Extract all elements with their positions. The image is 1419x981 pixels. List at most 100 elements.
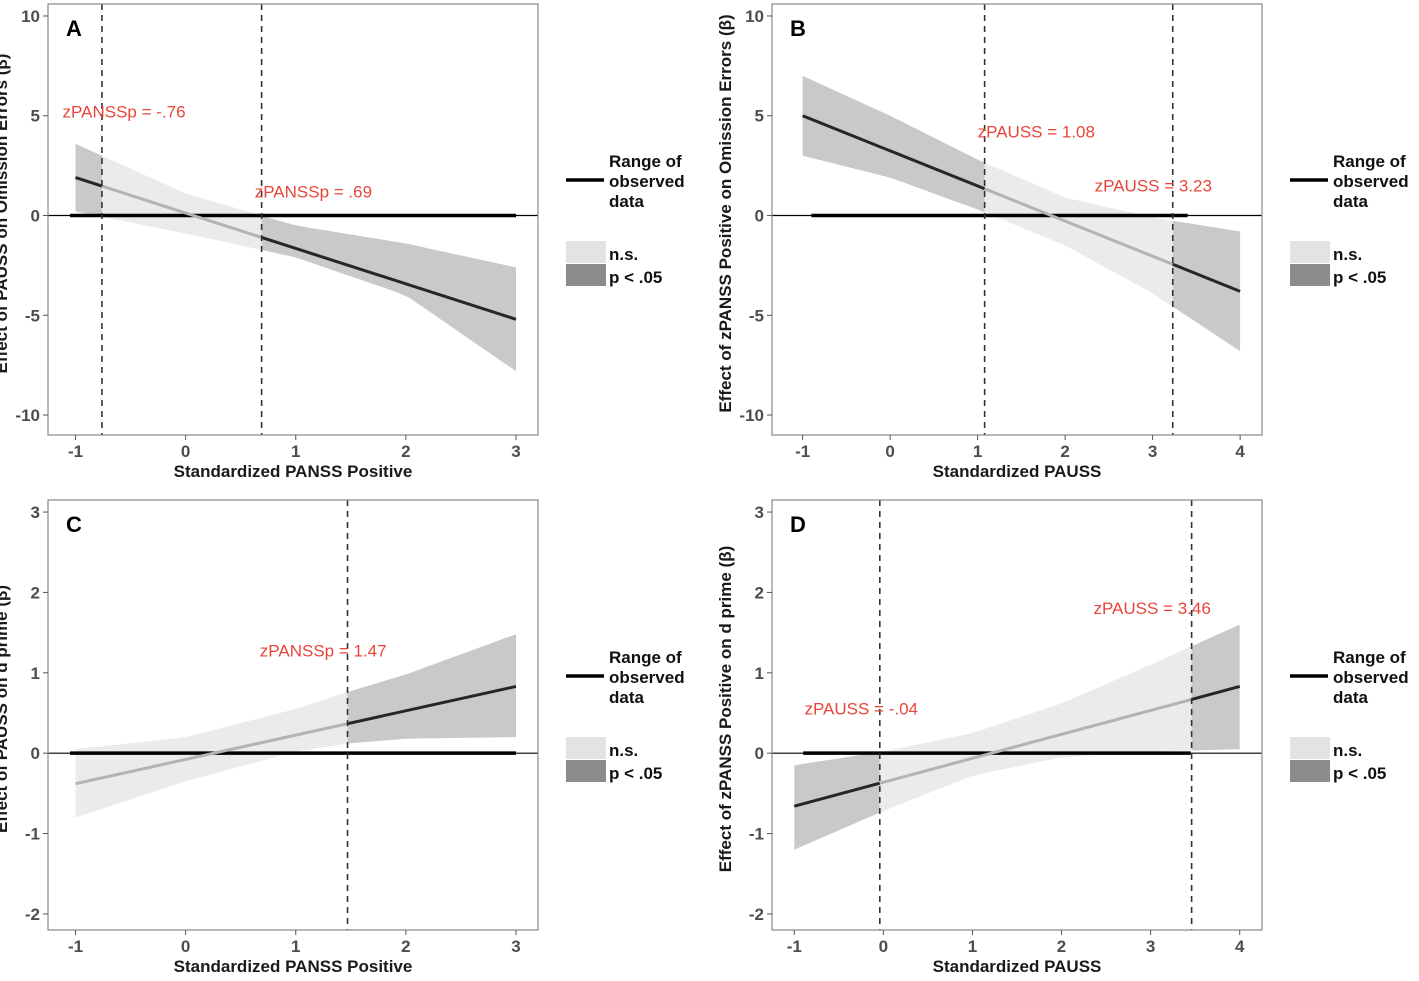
panel-letter: C	[66, 512, 82, 537]
legend-ns-label: n.s.	[609, 741, 638, 760]
panel-d: -1 0 1 2 3 4 -2 -1 0 1 2 3 Standardized PAUSS Effect …	[716, 499, 1263, 976]
y-tick-label: 1	[31, 664, 40, 683]
x-tick-label: 1	[291, 937, 300, 956]
y-tick-label: 5	[755, 107, 764, 126]
legend-sig-label: p < .05	[1333, 268, 1386, 287]
ns-band-1	[102, 155, 262, 250]
x-tick-label: 3	[511, 442, 520, 461]
y-tick-label: -10	[15, 406, 40, 425]
y-tick-label: 0	[755, 207, 764, 226]
y-tick-label: -2	[25, 905, 40, 924]
legend-range-label: Range of	[609, 648, 682, 667]
legend-ns-swatch	[1290, 241, 1330, 263]
legend-ns-swatch	[566, 241, 606, 263]
ns-line-1	[101, 184, 263, 239]
x-tick-label: 3	[1146, 937, 1155, 956]
significant-band-2	[261, 215, 516, 372]
plot-border	[771, 3, 1263, 436]
y-tick-label: 2	[755, 583, 764, 602]
y-axis-label: Effect of PAUSS on Omission Errors (β)	[0, 54, 11, 374]
significant-band-2	[1172, 220, 1241, 352]
legend-range-label: Range of	[609, 152, 682, 171]
ns-line-1	[984, 187, 1174, 266]
significant-line-2	[261, 236, 517, 321]
legend-range-label: observed	[609, 668, 685, 687]
y-tick-label: 3	[755, 503, 764, 522]
significant-line-2	[1191, 685, 1241, 701]
y-tick-label: -2	[749, 905, 764, 924]
y-tick-label: -10	[739, 406, 764, 425]
ns-band-1	[879, 646, 1192, 813]
legend-sig-swatch	[566, 264, 606, 286]
y-axis-label: Effect of zPANSS Positive on d prime (β)	[716, 546, 735, 873]
legend-sig-label: p < .05	[1333, 764, 1386, 783]
legend-sig-label: p < .05	[609, 268, 662, 287]
y-axis-label: Effect of zPANSS Positive on Omission Er…	[716, 14, 735, 412]
x-tick-label: 3	[511, 937, 520, 956]
panel-c: -1 0 1 2 3 -2 -1 0 1 2 3 Standardized PANSS Positiv…	[0, 499, 539, 976]
jn-annotation-1: zPAUSS = 3.23	[1095, 177, 1212, 196]
plot-border	[771, 499, 1263, 931]
y-tick-label: 5	[31, 107, 40, 126]
legend-range-label: observed	[609, 172, 685, 191]
y-tick-label: -1	[749, 825, 764, 844]
significant-line-2	[1172, 262, 1241, 293]
legend-ns-swatch	[1290, 737, 1330, 759]
x-tick-label: 1	[973, 442, 982, 461]
x-tick-label: 2	[1057, 937, 1066, 956]
y-tick-label: 2	[31, 583, 40, 602]
legend-sig-swatch	[566, 760, 606, 782]
ns-line-0	[75, 722, 348, 786]
x-tick-label: 0	[181, 937, 190, 956]
jn-annotation-0: zPAUSS = 1.08	[978, 123, 1095, 142]
y-tick-label: -5	[25, 306, 40, 325]
significant-band-0	[794, 752, 880, 850]
x-tick-label: 2	[401, 937, 410, 956]
x-tick-label: 2	[1060, 442, 1069, 461]
legend-range-label: observed	[1333, 668, 1409, 687]
legend-range-label: data	[609, 192, 645, 211]
y-tick-label: 0	[755, 744, 764, 763]
legend-range-label: data	[1333, 192, 1369, 211]
x-axis-label: Standardized PAUSS	[933, 462, 1102, 481]
x-tick-label: -1	[795, 442, 810, 461]
legend-range-label: data	[609, 688, 645, 707]
x-tick-label: -1	[787, 937, 802, 956]
x-tick-label: 3	[1148, 442, 1157, 461]
significant-line-0	[75, 176, 103, 188]
legend-ns-swatch	[566, 737, 606, 759]
x-tick-label: 0	[885, 442, 894, 461]
significant-line-0	[793, 781, 881, 808]
y-tick-label: 0	[31, 744, 40, 763]
panel-letter: D	[790, 512, 806, 537]
legend-range-label: data	[1333, 688, 1369, 707]
x-tick-label: 4	[1235, 442, 1245, 461]
x-tick-label: -1	[68, 442, 83, 461]
y-axis-label: Effect of PAUSS on d prime (β)	[0, 585, 11, 833]
x-tick-label: 2	[401, 442, 410, 461]
legend-sig-swatch	[1290, 264, 1330, 286]
legend-range-label: Range of	[1333, 152, 1406, 171]
significant-band-0	[802, 75, 985, 213]
significant-line-1	[347, 685, 517, 726]
significant-band-2	[1191, 624, 1240, 751]
legend-sig-label: p < .05	[609, 764, 662, 783]
significant-line-0	[802, 114, 986, 191]
x-tick-label: 1	[291, 442, 300, 461]
legend-ns-label: n.s.	[1333, 245, 1362, 264]
y-tick-label: -1	[25, 825, 40, 844]
legend-ns-label: n.s.	[1333, 741, 1362, 760]
plot-border	[47, 3, 539, 436]
legend-ns-label: n.s.	[609, 245, 638, 264]
x-tick-label: -1	[68, 937, 83, 956]
ns-line-1	[879, 697, 1193, 785]
ns-band-1	[984, 162, 1173, 307]
x-tick-label: 4	[1235, 937, 1245, 956]
x-tick-label: 1	[968, 937, 977, 956]
